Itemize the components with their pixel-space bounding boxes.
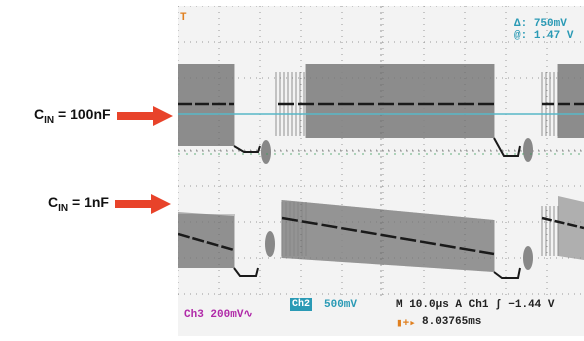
arrow-right-icon: [117, 106, 173, 126]
waveform-display: [178, 6, 584, 336]
top-trace-gap: [494, 138, 520, 156]
trigger-marker-icon: T: [180, 12, 187, 24]
callout-label-100nf: CIN = 100nF: [34, 106, 111, 126]
bottom-trace-gap: [494, 268, 520, 278]
ch2-label: Ch2: [290, 298, 312, 311]
top-gap-blob: [523, 138, 533, 162]
bottom-gap-blob: [523, 246, 533, 270]
bottom-trace-gap: [234, 268, 258, 276]
callout-cin-100nf: CIN = 100nF: [34, 106, 173, 126]
at-readout: @: 1.47 V: [514, 30, 573, 42]
trigger-position-icon: ▮+▸: [396, 316, 416, 330]
callout-label-1nf: CIN = 1nF: [48, 194, 109, 214]
timebase-readout: M 10.0µs A Ch1 ʃ −1.44 V: [396, 299, 555, 311]
top-trace-gap: [234, 146, 260, 152]
oscilloscope-screen: T Δ: 750mV @: 1.47 V Ch2 500mV M 10.0µs …: [178, 6, 584, 336]
ch3-readout: Ch3 200mV∿: [184, 307, 253, 321]
top-gap-blob: [261, 140, 271, 164]
ch2-scale: 500mV: [324, 299, 357, 311]
arrow-right-icon: [115, 194, 171, 214]
bottom-gap-blob: [265, 231, 275, 257]
trigger-position-readout: 8.03765ms: [422, 316, 481, 328]
callout-cin-1nf: CIN = 1nF: [48, 194, 171, 214]
delta-readout: Δ: 750mV: [514, 18, 567, 30]
